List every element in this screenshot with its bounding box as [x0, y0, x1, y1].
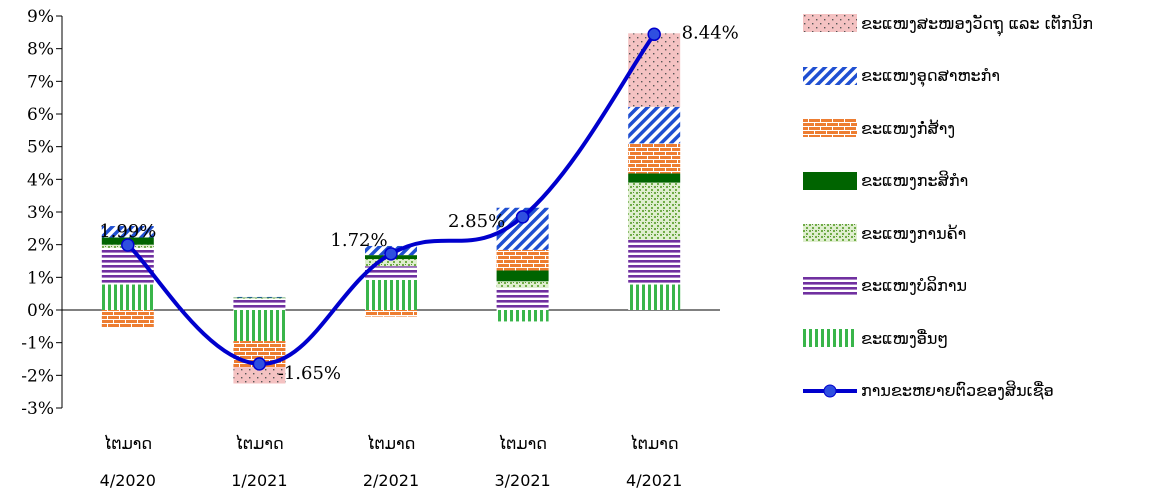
legend-item: ຂະແໜງການຄ້າ	[803, 222, 966, 244]
y-tick-label: 9%	[27, 7, 54, 27]
bar-segment	[496, 270, 549, 282]
y-tick-label: 1%	[27, 268, 54, 288]
x-category-label-line2: 4/2021	[626, 471, 682, 490]
data-label: 2.85%	[448, 211, 505, 232]
legend-swatch	[803, 14, 857, 32]
legend-label: ຂະແໜງກໍ່ສ້າງ	[861, 118, 956, 138]
axis-layer: -3% -2% -1% 0% 1% 2% 3% 4% 5% 6% 7% 8% 9% ໄຕມາດ 4/2020…	[21, 7, 720, 490]
y-tick-label: 3%	[27, 203, 54, 223]
legend-item: ການຂະຫຍາຍຕົວຂອງສິນເຊື່ອ	[803, 380, 1054, 402]
y-tick-label: 5%	[27, 138, 54, 158]
bar-segment	[101, 310, 154, 328]
y-tick-label: 4%	[27, 170, 54, 190]
y-tick-label: 0%	[27, 301, 54, 321]
legend-swatch	[803, 276, 857, 295]
line-layer	[121, 27, 661, 371]
legend-swatch	[803, 66, 857, 85]
legend-item: ຂະແໜງບໍລິການ	[803, 275, 967, 297]
legend-label: ຂະແໜງການຄ້າ	[861, 223, 967, 243]
legend-label: ຂະແໜງອື່ນໆ	[861, 328, 949, 348]
y-tick-label: -3%	[21, 399, 54, 419]
bar-segment	[101, 226, 154, 238]
bar-segment	[628, 106, 681, 144]
bar-segment	[365, 310, 417, 317]
bar-segment	[628, 182, 681, 240]
legend-item: ຂະແໜງອຸດສາຫະກຳ	[803, 65, 1000, 87]
x-category-label-line2: 1/2021	[231, 471, 287, 490]
legend-line-swatch	[803, 384, 857, 397]
x-category-label-line1: ໄຕມາດ	[103, 434, 152, 453]
bar-segment	[101, 284, 154, 310]
x-category-label-line2: 2/2021	[363, 471, 419, 490]
bar-segment	[233, 310, 286, 342]
bar-segment	[628, 239, 681, 285]
legend-swatch	[803, 119, 857, 137]
x-category-label-line1: ໄຕມາດ	[367, 434, 416, 453]
legend-swatch	[803, 224, 857, 242]
bar-segment	[233, 297, 286, 299]
data-label: 8.44%	[682, 22, 739, 43]
legend-item: ຂະແໜງກໍ່ສ້າງ	[803, 117, 955, 139]
bar-segment	[496, 287, 549, 310]
bar-segment	[628, 143, 681, 174]
bar-segment	[496, 281, 549, 288]
credit-growth-point	[121, 238, 135, 252]
bar-segment	[233, 298, 286, 310]
credit-growth-point	[515, 210, 530, 224]
legend-swatch	[803, 171, 857, 190]
label-layer: 1.99% -1.65% 1.72% 2.85% 8.44%	[99, 22, 739, 384]
bar-segment	[628, 173, 681, 183]
data-label: -1.65%	[278, 363, 341, 384]
bar-segment	[496, 249, 549, 271]
stacked-bar-line-chart: -3% -2% -1% 0% 1% 2% 3% 4% 5% 6% 7% 8% 9% ໄຕມາດ 4/2020…	[21, 7, 739, 490]
x-category-label-line2: 4/2020	[100, 471, 156, 490]
legend-item: ຂະແໜງອື່ນໆ	[803, 327, 948, 349]
y-tick-label: 8%	[27, 40, 54, 60]
bar-layer	[101, 33, 681, 384]
legend-label: ການຂະຫຍາຍຕົວຂອງສິນເຊື່ອ	[861, 381, 1054, 400]
y-tick-label: -2%	[21, 366, 54, 386]
credit-growth-point	[252, 357, 267, 371]
x-category-label-line2: 3/2021	[494, 471, 550, 490]
y-tick-label: -1%	[21, 334, 54, 354]
data-label: 1.72%	[330, 230, 387, 251]
legend-label: ຂະແໜງສະໜອງວັດຖຸ ແລະ ເຕັກນິກ	[861, 13, 1094, 33]
credit-growth-point	[647, 27, 661, 42]
bar-segment	[628, 284, 681, 310]
y-tick-label: 2%	[27, 236, 54, 256]
credit-growth-point	[384, 247, 398, 261]
bar-segment	[365, 279, 417, 310]
bar-segment	[233, 367, 286, 384]
bar-segment	[628, 33, 681, 107]
y-tick-label: 7%	[27, 72, 54, 92]
bar-segment	[233, 297, 286, 299]
legend-label: ຂະແໜງບໍລິການ	[861, 276, 968, 295]
x-category-label-line1: ໄຕມາດ	[498, 434, 547, 453]
legend-item: ຂະແໜງສະໜອງວັດຖຸ ແລະ ເຕັກນິກ	[803, 12, 1093, 34]
legend-swatch	[803, 329, 857, 347]
y-tick-label: 6%	[27, 105, 54, 125]
x-category-label-line1: ໄຕມາດ	[630, 434, 679, 453]
data-label: 1.99%	[99, 221, 156, 242]
bar-segment	[496, 310, 549, 322]
bar-segment	[365, 266, 417, 280]
bar-segment	[365, 259, 417, 267]
legend-label: ຂະແໜງອຸດສາຫະກຳ	[861, 66, 1001, 85]
x-category-label-line1: ໄຕມາດ	[235, 434, 284, 453]
legend-item: ຂະແໜງກະສິກຳ	[803, 170, 968, 192]
bar-segment	[233, 296, 286, 298]
legend-label: ຂະແໜງກະສິກຳ	[861, 171, 969, 190]
